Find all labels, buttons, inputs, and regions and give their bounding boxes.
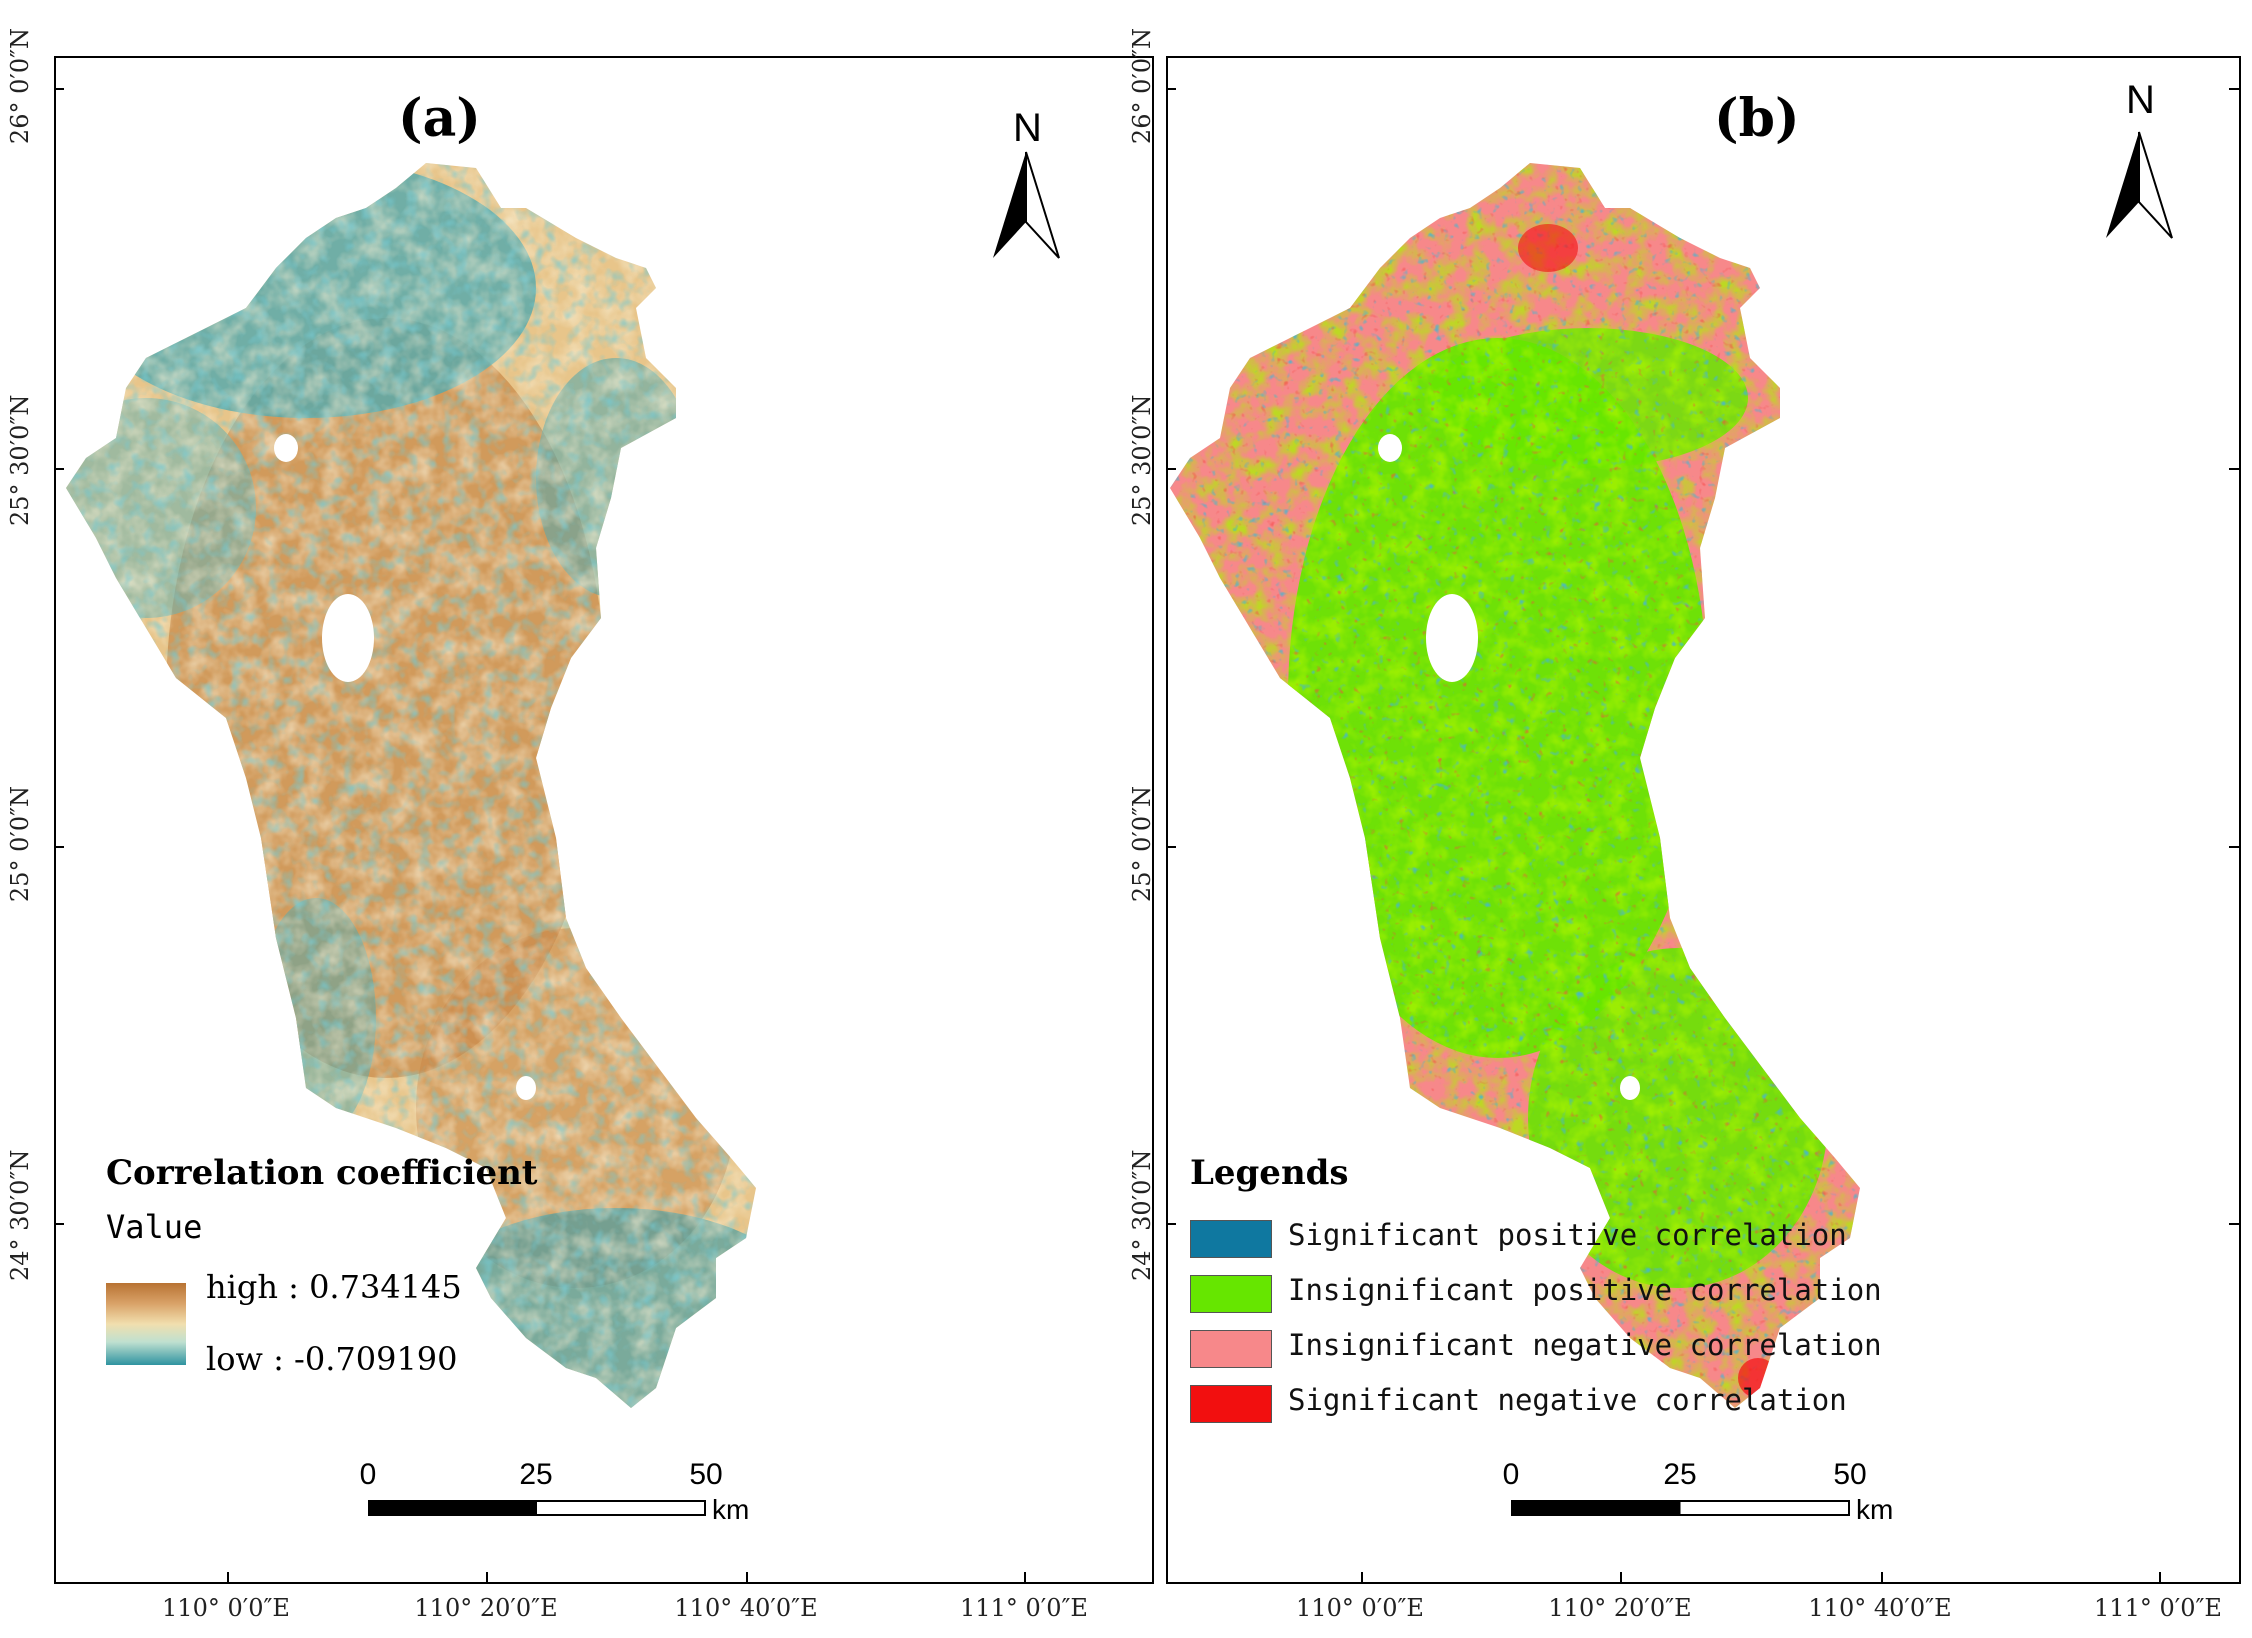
- north-arrow-icon: [2106, 131, 2173, 239]
- lat-label-25-30-b: 25° 30′0″N: [1128, 394, 1156, 526]
- scale-label-25: 25: [519, 1458, 553, 1491]
- legend-title-b: Legends: [1190, 1153, 1349, 1193]
- north-arrow-icon: [993, 151, 1060, 259]
- legend-swatch-insig-pos: [1190, 1275, 1272, 1313]
- legend-swatch-sig-neg: [1190, 1385, 1272, 1423]
- legend-high-label: high : 0.734145: [206, 1268, 462, 1306]
- panel-b-title: (b): [1714, 88, 1800, 149]
- lon-label-110-20: 110° 20′0″E: [414, 1594, 558, 1622]
- legend-label-sig-neg: Significant negative correlation: [1288, 1383, 1847, 1417]
- scale-label-50: 50: [689, 1458, 723, 1491]
- lat-label-25-30: 25° 30′0″N: [6, 394, 34, 526]
- scale-label-25-b: 25: [1663, 1458, 1697, 1491]
- legend-label-insig-pos: Insignificant positive correlation: [1288, 1273, 1882, 1307]
- scale-label-0-b: 0: [1502, 1458, 1520, 1491]
- lon-label-110-40: 110° 40′0″E: [674, 1594, 818, 1622]
- scale-label-50-b: 50: [1833, 1458, 1867, 1491]
- scale-unit: km: [712, 1494, 750, 1525]
- lon-label-110-0: 110° 0′0″E: [162, 1594, 290, 1622]
- lat-label-24-30: 24° 30′0″N: [6, 1149, 34, 1281]
- legend-label-sig-pos: Significant positive correlation: [1288, 1218, 1847, 1252]
- legend-value-label: Value: [106, 1208, 203, 1246]
- lon-label-110-0-b: 110° 0′0″E: [1296, 1594, 1424, 1622]
- north-label: N: [1013, 106, 1042, 150]
- legend-swatch-sig-pos: [1190, 1220, 1272, 1258]
- map-panel-b: (b) N Legends Significant positive corre…: [1166, 56, 2241, 1584]
- scale-bar-b: [1511, 1500, 1850, 1516]
- lat-label-25-0-b: 25° 0′0″N: [1128, 785, 1156, 903]
- legend-title-a: Correlation coefficient: [106, 1153, 538, 1193]
- scale-bar: [368, 1500, 706, 1516]
- legend-label-insig-neg: Insignificant negative correlation: [1288, 1328, 1882, 1362]
- lat-label-26-0: 26° 0′0″N: [6, 27, 34, 145]
- lon-label-111-0-b: 111° 0′0″E: [2094, 1594, 2222, 1622]
- scale-label-0: 0: [359, 1458, 377, 1491]
- map-panel-a: (a) N Correlation coefficient Value high…: [54, 56, 1154, 1584]
- panel-a-title: (a): [398, 88, 481, 149]
- scale-unit-b: km: [1856, 1494, 1894, 1525]
- correlation-map-a: [66, 163, 756, 1408]
- significance-map-b: [1170, 163, 1860, 1408]
- lat-label-26-0-b: 26° 0′0″N: [1128, 27, 1156, 145]
- lat-label-24-30-b: 24° 30′0″N: [1128, 1149, 1156, 1281]
- legend-swatch-insig-neg: [1190, 1330, 1272, 1368]
- north-label-b: N: [2126, 78, 2155, 122]
- lat-label-25-0: 25° 0′0″N: [6, 785, 34, 903]
- color-ramp: [106, 1283, 186, 1365]
- legend-low-label: low : -0.709190: [206, 1340, 458, 1378]
- lon-label-110-20-b: 110° 20′0″E: [1548, 1594, 1692, 1622]
- lon-label-111-0: 111° 0′0″E: [960, 1594, 1088, 1622]
- lon-label-110-40-b: 110° 40′0″E: [1808, 1594, 1952, 1622]
